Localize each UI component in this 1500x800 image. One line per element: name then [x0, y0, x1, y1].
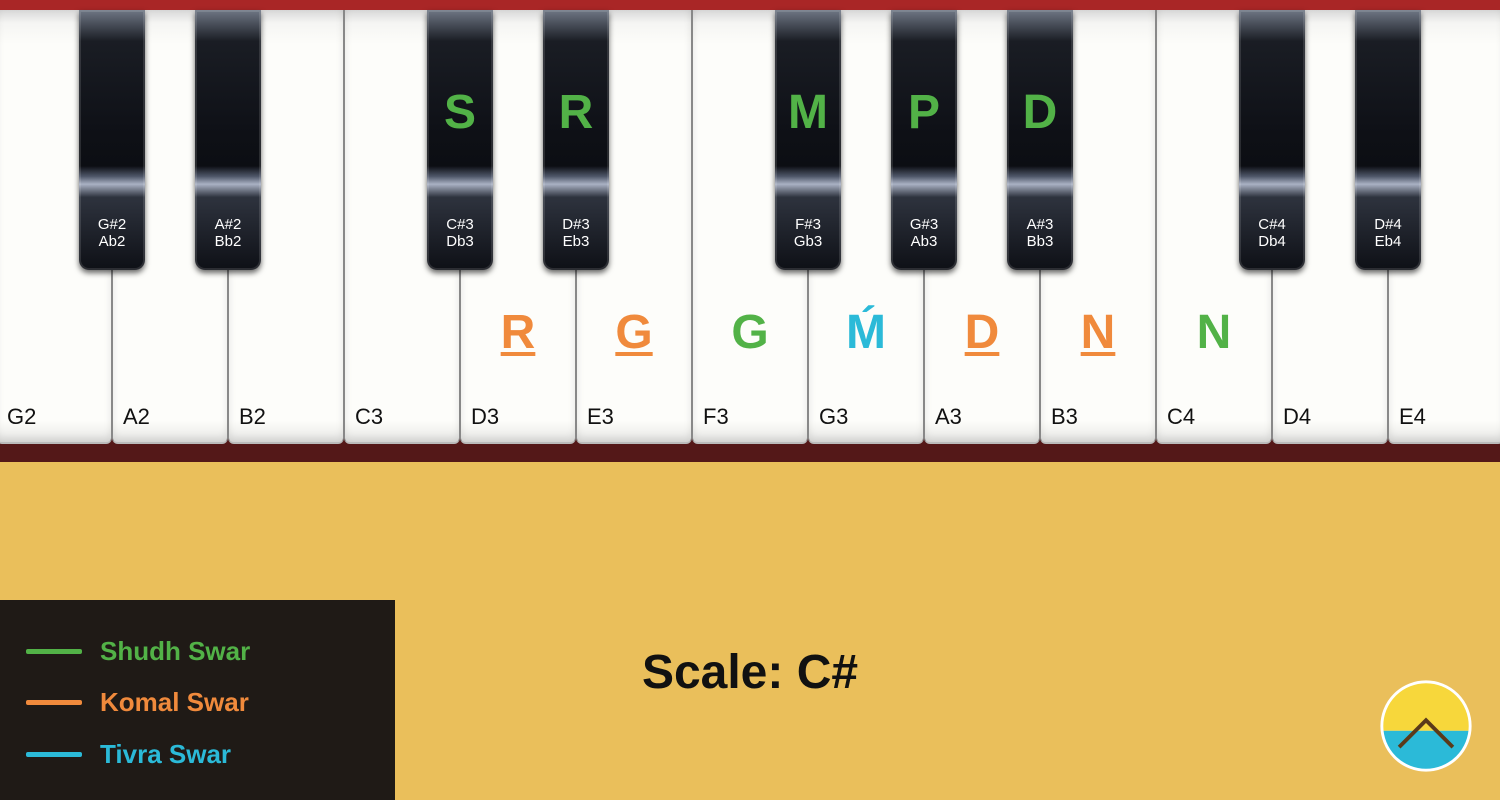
legend-item: Tivra Swar [26, 739, 375, 770]
keys-container: G2A2B2C3D3E3F3G3A3B3C4D4E4F4G#2 Ab2A#2 B… [0, 10, 1500, 444]
swar-label: D [1023, 85, 1058, 140]
white-key-label: B2 [239, 404, 266, 430]
white-key-label: D3 [471, 404, 499, 430]
scale-title: Scale: C# [642, 645, 858, 700]
info-region: Shudh Swar Komal Swar Tivra Swar Scale: C# [0, 462, 1500, 800]
legend-swatch [26, 700, 82, 705]
black-key-label: A#3 Bb3 [1007, 216, 1073, 251]
white-key-label: B3 [1051, 404, 1078, 430]
black-key[interactable]: C#3 Db3 [427, 10, 493, 270]
black-key-label: D#4 Eb4 [1355, 216, 1421, 251]
logo-icon [1378, 678, 1474, 774]
swar-label: Ḿ [846, 305, 886, 360]
black-key-label: G#2 Ab2 [79, 216, 145, 251]
legend-box: Shudh Swar Komal Swar Tivra Swar [0, 600, 395, 800]
white-key-label: C3 [355, 404, 383, 430]
swar-label: S [444, 85, 476, 140]
black-key[interactable]: A#3 Bb3 [1007, 10, 1073, 270]
black-key[interactable]: G#3 Ab3 [891, 10, 957, 270]
legend-item: Komal Swar [26, 687, 375, 718]
legend-swatch [26, 752, 82, 757]
white-key-label: E4 [1399, 404, 1426, 430]
black-key-label: A#2 Bb2 [195, 216, 261, 251]
swar-label: R [559, 85, 594, 140]
black-key[interactable]: F#3 Gb3 [775, 10, 841, 270]
swar-label: G [615, 305, 652, 360]
swar-label: G [731, 305, 768, 360]
black-key[interactable]: D#4 Eb4 [1355, 10, 1421, 270]
swar-label: M [788, 85, 828, 140]
legend-item: Shudh Swar [26, 636, 375, 667]
white-key-label: C4 [1167, 404, 1195, 430]
black-key-label: F#3 Gb3 [775, 216, 841, 251]
white-key-label: E3 [587, 404, 614, 430]
white-key-label: A3 [935, 404, 962, 430]
black-key-label: D#3 Eb3 [543, 216, 609, 251]
swar-label: D [965, 305, 1000, 360]
legend-label: Komal Swar [100, 687, 249, 718]
black-key[interactable]: A#2 Bb2 [195, 10, 261, 270]
swar-label: R [501, 305, 536, 360]
black-key-label: G#3 Ab3 [891, 216, 957, 251]
keyboard-region: G2A2B2C3D3E3F3G3A3B3C4D4E4F4G#2 Ab2A#2 B… [0, 0, 1500, 462]
legend-label: Shudh Swar [100, 636, 250, 667]
swar-label: N [1081, 305, 1116, 360]
swar-label: N [1197, 305, 1232, 360]
legend-label: Tivra Swar [100, 739, 231, 770]
legend-swatch [26, 649, 82, 654]
white-key-label: A2 [123, 404, 150, 430]
black-key-label: C#4 Db4 [1239, 216, 1305, 251]
black-key[interactable]: G#2 Ab2 [79, 10, 145, 270]
keyboard-top-bar [0, 0, 1500, 10]
white-key-label: G2 [7, 404, 36, 430]
black-key[interactable]: D#3 Eb3 [543, 10, 609, 270]
white-key-label: F3 [703, 404, 729, 430]
swar-label: P [908, 85, 940, 140]
black-key[interactable]: C#4 Db4 [1239, 10, 1305, 270]
white-key-label: G3 [819, 404, 848, 430]
black-key-label: C#3 Db3 [427, 216, 493, 251]
white-key-label: D4 [1283, 404, 1311, 430]
